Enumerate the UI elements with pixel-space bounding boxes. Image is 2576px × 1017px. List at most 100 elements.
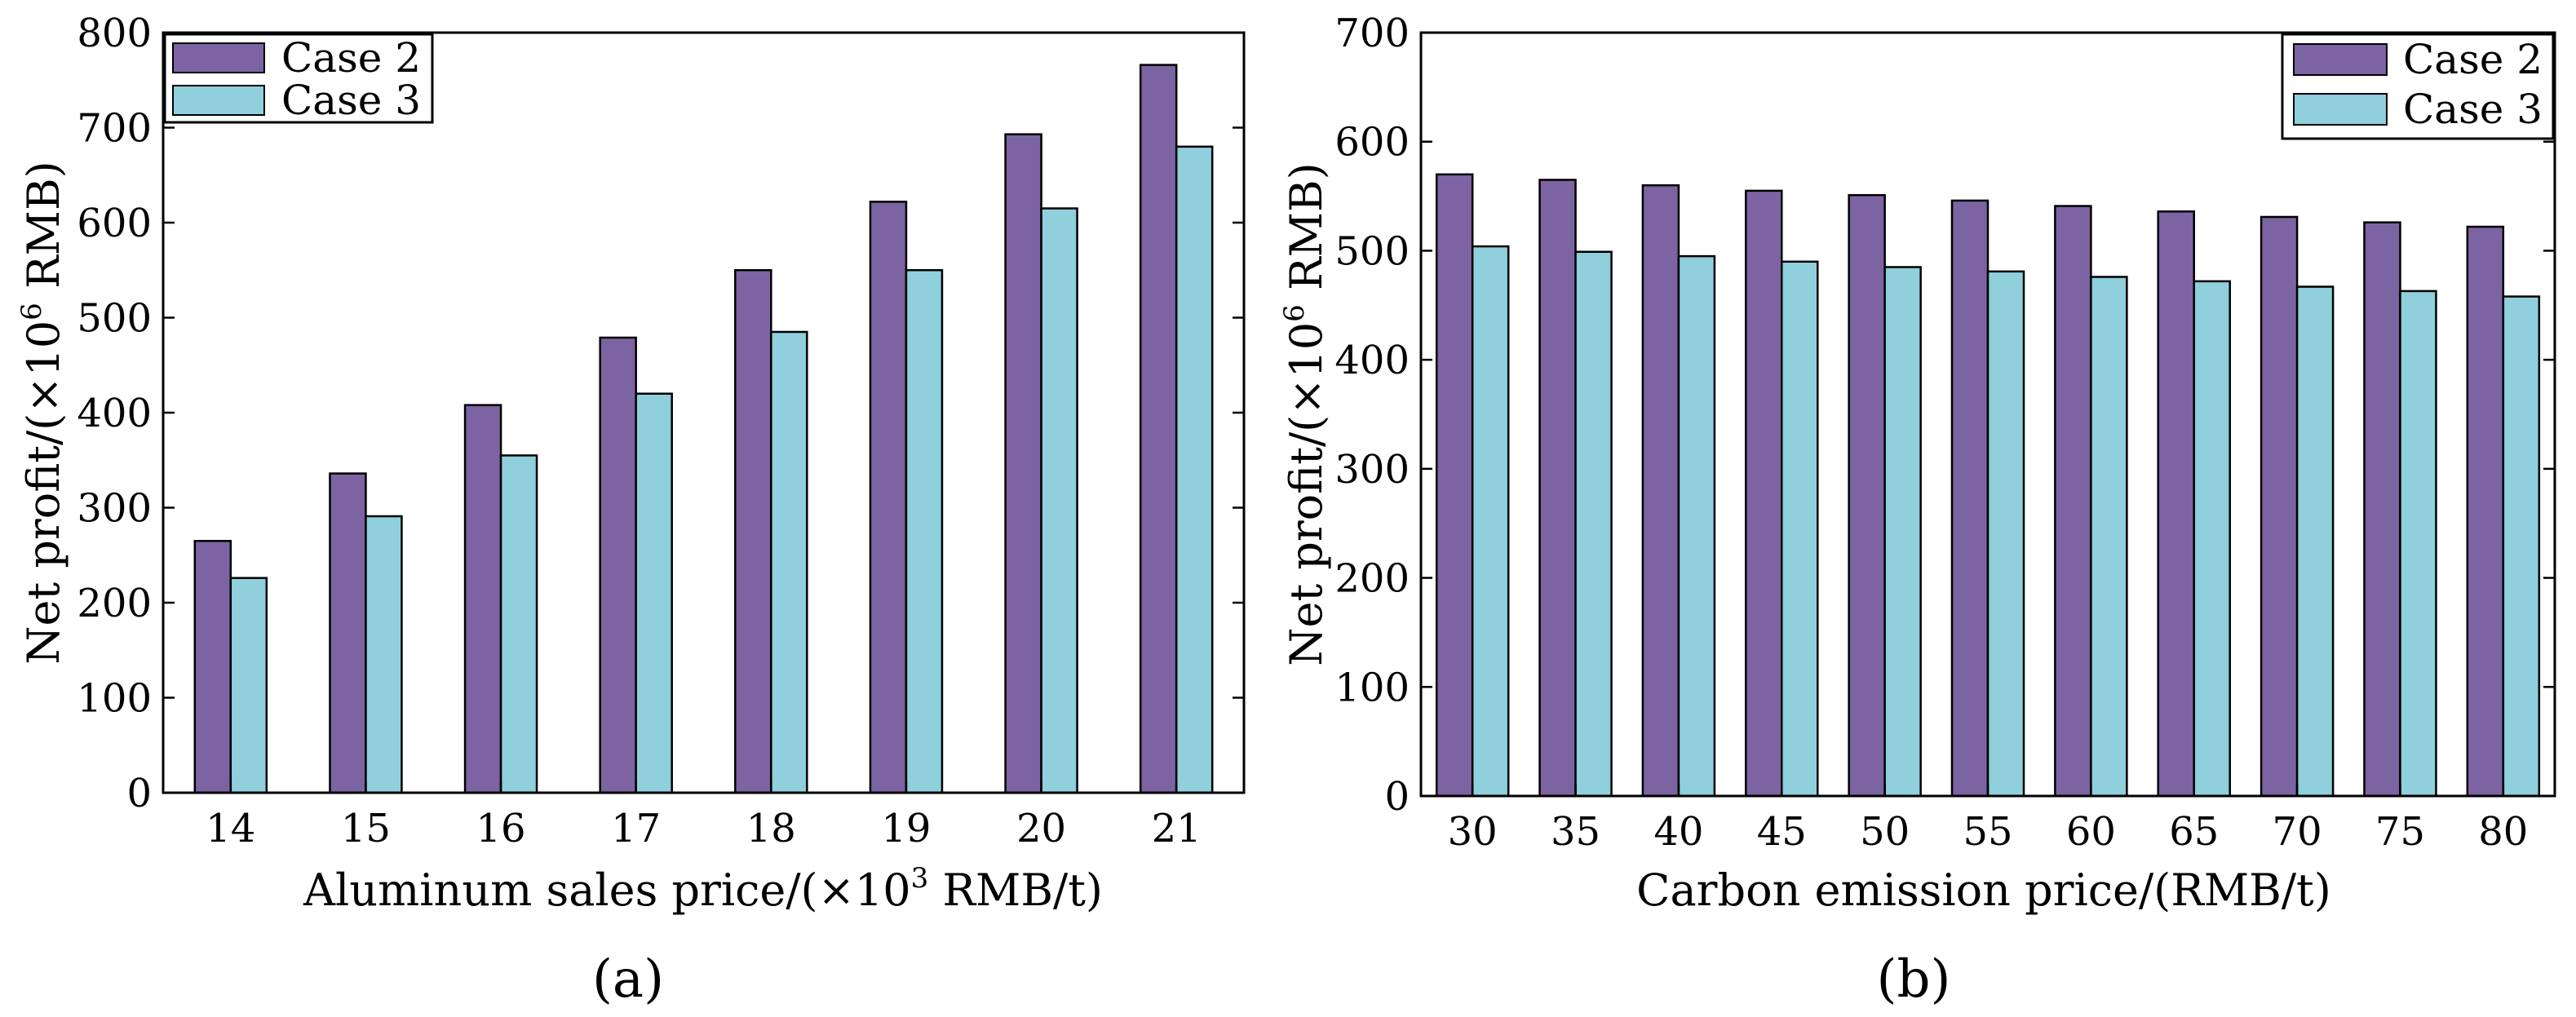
panel-label-b: (b)	[1877, 949, 1951, 1010]
y-axis-title-a-prefix: Net profit/(×10	[18, 321, 69, 665]
bar-a-s3-15	[365, 515, 403, 794]
legend-swatch-case2-a	[172, 42, 265, 73]
y-tick-label-a-800: 800	[77, 11, 152, 56]
bar-a-s2-17	[599, 336, 637, 794]
x-tick-label-b-30: 30	[1448, 809, 1498, 855]
x-axis-title-a-prefix: Aluminum sales price/(×10	[303, 864, 911, 916]
bar-a-s2-15	[329, 472, 367, 794]
bar-b-s2-45	[1745, 189, 1783, 798]
y-tick-label-a-600: 600	[77, 201, 152, 246]
bar-b-s3-35	[1574, 250, 1613, 798]
y-tick-label-a-300: 300	[77, 486, 152, 532]
bar-a-s3-19	[905, 269, 944, 794]
legend-label-case2-b: Case 2	[2403, 36, 2543, 83]
x-tick-label-a-18: 18	[746, 806, 796, 851]
y-axis-title-b-suffix: RMB)	[1281, 162, 1332, 304]
bar-b-s2-80	[2466, 225, 2505, 798]
bar-b-s3-65	[2193, 280, 2231, 798]
y-tick-label-a-700: 700	[77, 106, 152, 152]
bar-a-s3-17	[635, 392, 673, 794]
bar-b-s2-75	[2363, 221, 2401, 798]
ticks-b: 30 35 40 45 50 55 60 65 70 75 80 0 100 200 300 400 500 60…	[1334, 11, 2555, 855]
y-tick-label-b-500: 500	[1334, 228, 1410, 274]
bar-b-s3-40	[1677, 254, 1716, 798]
chart-b: 30 35 40 45 50 55 60 65 70 75 80 0 100 200 300 400 500 60…	[1278, 11, 2556, 1010]
y-tick-label-b-400: 400	[1334, 338, 1410, 383]
bar-b-s3-75	[2399, 290, 2437, 798]
chart-a: 14 15 16 17 18 19 20 21 0 100 200 300 400 500 600 700 80…	[15, 11, 1246, 1010]
x-tick-label-b-70: 70	[2273, 809, 2322, 855]
bar-a-s2-14	[193, 540, 232, 794]
plot-frame-a	[162, 31, 1246, 794]
y-axis-title-b-sup: 6	[1278, 304, 1311, 322]
x-tick-label-b-75: 75	[2375, 809, 2425, 855]
x-tick-label-a-17: 17	[611, 806, 661, 851]
y-axis-title-a-sup: 6	[15, 303, 48, 321]
y-tick-label-b-300: 300	[1334, 447, 1410, 493]
y-tick-label-b-0: 0	[1384, 774, 1410, 820]
bar-b-s2-55	[1950, 199, 1990, 798]
bar-a-s2-16	[463, 404, 502, 794]
bar-b-s2-40	[1641, 184, 1680, 798]
x-tick-label-b-40: 40	[1653, 809, 1703, 855]
y-tick-label-b-600: 600	[1334, 120, 1410, 166]
x-axis-title-a-sup: 3	[911, 862, 929, 895]
x-tick-label-b-80: 80	[2478, 809, 2528, 855]
y-tick-label-a-0: 0	[126, 771, 152, 816]
bar-b-s3-70	[2295, 285, 2335, 798]
bar-b-s2-70	[2260, 215, 2299, 798]
bar-a-s3-18	[770, 330, 808, 794]
y-tick-label-b-100: 100	[1334, 665, 1410, 710]
bar-b-s2-30	[1435, 173, 1474, 798]
legend-label-case3-b: Case 3	[2403, 86, 2543, 133]
bar-b-s3-30	[1471, 245, 1510, 798]
y-tick-label-a-500: 500	[77, 296, 152, 342]
legend-label-case2-a: Case 2	[281, 34, 421, 82]
x-tick-label-a-14: 14	[206, 806, 255, 851]
bar-b-s2-50	[1848, 193, 1886, 798]
legend-label-case3-a: Case 3	[281, 77, 421, 124]
y-tick-label-a-400: 400	[77, 391, 152, 436]
x-tick-label-a-20: 20	[1016, 806, 1066, 851]
bars-a	[193, 64, 1214, 794]
legend-a: Case 2 Case 3	[163, 33, 434, 124]
x-tick-label-a-21: 21	[1152, 806, 1202, 851]
legend-swatch-case3-b	[2293, 93, 2388, 126]
x-axis-title-b: Carbon emission price/(RMB/t)	[1636, 864, 2331, 916]
x-tick-label-b-45: 45	[1757, 809, 1807, 855]
bar-a-s2-18	[734, 269, 772, 794]
x-tick-label-b-60: 60	[2066, 809, 2116, 855]
bar-b-s2-65	[2157, 210, 2195, 798]
y-axis-title-a-suffix: RMB)	[18, 161, 69, 303]
y-tick-label-b-700: 700	[1334, 11, 1410, 56]
bars-b	[1435, 173, 2541, 798]
bar-a-s2-20	[1004, 133, 1042, 794]
bar-b-s3-60	[2090, 276, 2128, 798]
bar-a-s3-20	[1040, 207, 1078, 794]
panel-label-a: (a)	[592, 949, 664, 1010]
x-tick-label-a-19: 19	[881, 806, 931, 851]
legend-swatch-case2-b	[2293, 43, 2388, 76]
y-axis-title-a: Net profit/(×106 RMB)	[15, 161, 69, 664]
y-axis-title-b-prefix: Net profit/(×10	[1281, 322, 1332, 666]
x-tick-label-a-15: 15	[341, 806, 391, 851]
x-axis-title-a: Aluminum sales price/(×103 RMB/t)	[303, 862, 1103, 916]
x-axis-title-a-suffix: RMB/t)	[928, 864, 1103, 916]
ticks-a: 14 15 16 17 18 19 20 21 0 100 200 300 400 500 600 700 80…	[77, 11, 1244, 851]
bar-b-s3-55	[1986, 270, 2025, 798]
bar-a-s2-19	[869, 201, 908, 794]
bar-a-s3-21	[1175, 145, 1214, 794]
y-tick-label-b-200: 200	[1334, 556, 1410, 602]
bar-b-s3-50	[1883, 266, 1922, 798]
bar-b-s2-35	[1538, 179, 1577, 798]
legend-b: Case 2 Case 3	[2281, 33, 2555, 140]
x-tick-label-b-50: 50	[1860, 809, 1910, 855]
y-tick-label-a-100: 100	[77, 676, 152, 722]
x-tick-label-b-55: 55	[1963, 809, 2012, 855]
x-tick-label-a-16: 16	[476, 806, 526, 851]
bar-b-s3-45	[1781, 260, 1819, 798]
bar-a-s2-21	[1139, 64, 1178, 794]
y-axis-title-b: Net profit/(×106 RMB)	[1278, 162, 1332, 665]
x-tick-label-b-35: 35	[1551, 809, 1600, 855]
